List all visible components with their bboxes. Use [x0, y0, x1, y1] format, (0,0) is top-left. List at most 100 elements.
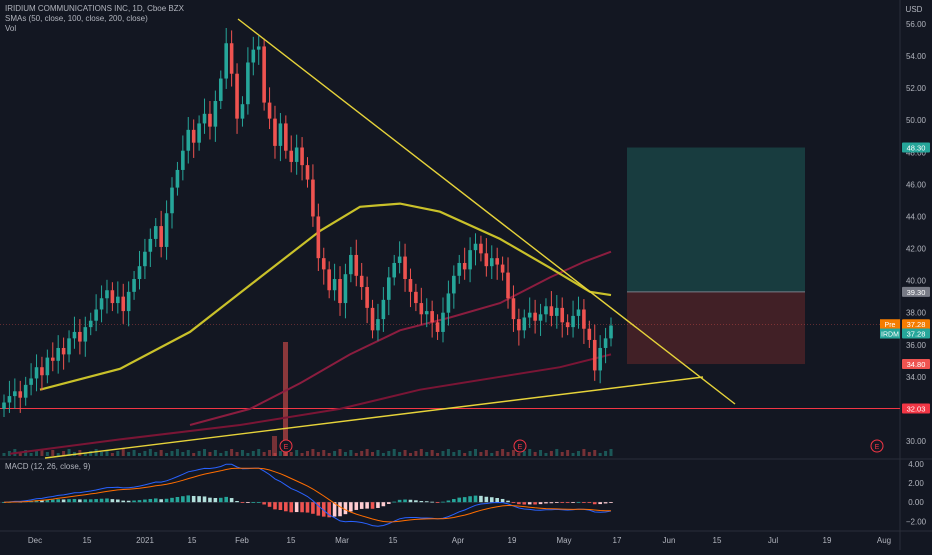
candle-body	[430, 311, 434, 323]
volume-bar	[219, 453, 223, 456]
volume-bar	[127, 452, 131, 456]
macd-tick-label: 4.00	[908, 460, 924, 469]
macd-histogram-bar	[414, 500, 418, 503]
macd-histogram-bar	[576, 501, 581, 503]
price-tag-label: 34.80	[907, 360, 926, 369]
volume-bar	[593, 450, 597, 456]
macd-histogram-bar	[316, 502, 321, 516]
macd-histogram-bar	[94, 499, 98, 503]
volume-bar	[110, 453, 114, 456]
macd-legend[interactable]: MACD (12, 26, close, 9)	[5, 462, 91, 471]
volume-bar	[436, 453, 440, 456]
macd-histogram-bar	[592, 502, 597, 505]
volume-bar	[289, 452, 293, 456]
candle-body	[489, 258, 494, 267]
earnings-event-label: E	[875, 444, 880, 451]
macd-histogram-bar	[419, 501, 424, 503]
macd-histogram-bar	[457, 497, 462, 503]
macd-histogram-bar	[78, 499, 82, 503]
candle-body	[441, 312, 445, 332]
candles	[2, 28, 613, 417]
macd-histogram-bar	[370, 502, 375, 509]
macd-histogram-bar	[240, 502, 245, 503]
volume-bar	[100, 452, 104, 456]
macd-histogram-bar	[208, 497, 212, 503]
y-tick-label: 30.00	[906, 437, 927, 446]
volume-bar	[349, 450, 353, 456]
volume-bar	[604, 451, 608, 456]
candle-body	[560, 307, 565, 323]
candle-body	[359, 275, 364, 288]
volume-bar	[2, 453, 6, 456]
volume-bar	[571, 453, 575, 456]
volume-bar	[78, 450, 82, 456]
volume-bar	[609, 449, 613, 456]
macd-histogram-bar	[452, 499, 456, 503]
volume-bar	[316, 452, 320, 456]
candle-body	[137, 266, 142, 280]
candle-body	[555, 307, 559, 316]
volume-bar	[371, 452, 375, 456]
candle-body	[208, 113, 212, 127]
x-tick-label: 19	[823, 536, 832, 545]
volume-bar	[262, 452, 266, 456]
macd-histogram-bar	[229, 498, 234, 503]
candle-body	[132, 279, 136, 292]
x-tick-label: Mar	[335, 536, 349, 545]
volume-bar	[89, 451, 93, 456]
candle-body	[522, 317, 527, 331]
candle-body	[83, 327, 88, 342]
macd-tick-label: 0.00	[908, 498, 924, 507]
candle-body	[294, 147, 299, 162]
macd-histogram-bar	[609, 502, 613, 503]
macd-histogram-bar	[571, 502, 575, 503]
volume-bar	[186, 450, 190, 456]
symbol-title[interactable]: IRIDIUM COMMUNICATIONS INC, 1D, Cboe BZX	[5, 4, 184, 13]
price-tag-label: 37.28	[907, 320, 926, 329]
candle-body	[262, 46, 266, 103]
volume-bar	[116, 451, 120, 456]
volume-bar	[430, 450, 434, 456]
macd-histogram-bar	[278, 502, 283, 511]
volume-bar	[56, 453, 60, 456]
volume-bar	[490, 453, 494, 456]
macd-histogram-bar	[500, 498, 505, 503]
volume-bars	[2, 449, 613, 456]
macd-histogram-bar	[468, 496, 472, 503]
volume-bar	[278, 451, 282, 456]
volume-bar	[354, 453, 358, 456]
volume-bar	[306, 451, 309, 456]
volume-bar	[300, 453, 304, 456]
macd-histogram-bar	[126, 500, 131, 503]
x-tick-label: Jul	[768, 536, 778, 545]
candle-body	[571, 315, 575, 328]
macd-histogram-bar	[105, 498, 109, 503]
volume-bar	[414, 451, 418, 456]
sma-legend[interactable]: SMAs (50, close, 100, close, 200, close)	[5, 14, 148, 23]
macd-histogram-bar	[343, 502, 348, 515]
macd-histogram-bar	[256, 502, 261, 503]
candle-body	[126, 291, 131, 312]
volume-legend[interactable]: Vol	[5, 24, 17, 33]
candle-body	[370, 307, 375, 331]
candle-body	[452, 275, 456, 294]
price-tag-box	[902, 403, 930, 414]
candle-body	[468, 250, 472, 270]
earnings-event-marker: E	[279, 439, 293, 453]
candle-body	[381, 299, 386, 320]
macd-histogram-bar	[517, 502, 521, 505]
x-tick-label: 15	[713, 536, 722, 545]
price-tag-label: 39.30	[907, 288, 926, 297]
y-tick-label: 46.00	[906, 180, 927, 189]
candle-body	[527, 312, 532, 318]
price-tag-prefix: Pre	[885, 322, 896, 329]
macd-histogram-bar	[533, 502, 537, 505]
volume-bar	[511, 450, 515, 456]
candle-body	[349, 254, 353, 275]
macd-histogram-bar	[300, 502, 304, 513]
candle-body	[544, 306, 548, 315]
volume-bar	[333, 451, 337, 456]
macd-histogram-bar	[40, 500, 44, 503]
